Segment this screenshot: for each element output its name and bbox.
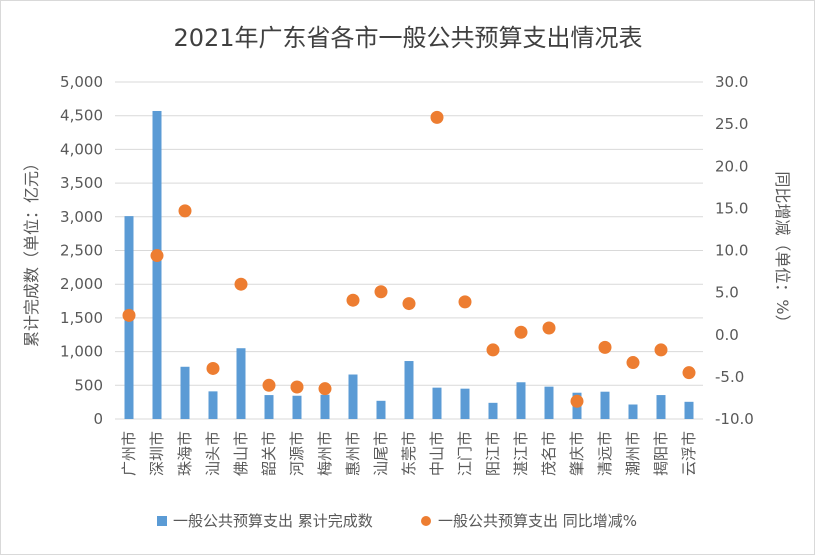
scatter-point — [346, 293, 360, 307]
category-label: 清远市 — [596, 431, 614, 476]
bar — [292, 395, 302, 419]
category-label: 中山市 — [428, 431, 446, 476]
bar — [432, 387, 442, 419]
legend-bar-label: 一般公共预算支出 累计完成数 — [173, 512, 373, 530]
bar — [152, 110, 162, 420]
left-axis-ticks: 0 500 1,000 1,500 2,000 2,500 3,000 3,500 4,000 4… — [60, 73, 103, 428]
bar — [264, 395, 274, 419]
legend-dot-swatch — [421, 516, 431, 526]
bar — [180, 366, 190, 419]
scatter-point — [122, 308, 136, 322]
scatter-point — [458, 295, 472, 309]
bar — [488, 402, 498, 419]
scatter-point — [430, 110, 444, 124]
bar — [348, 374, 358, 419]
chart-title: 2021年广东省各市一般公共预算支出情况表 — [173, 24, 642, 52]
legend-bar-swatch — [157, 516, 167, 526]
scatter-point — [234, 277, 248, 291]
legend: 一般公共预算支出 累计完成数 一般公共预算支出 同比增减% — [157, 512, 637, 530]
bar — [320, 394, 330, 419]
scatter-series — [122, 110, 696, 408]
scatter-point — [150, 249, 164, 263]
right-tick-label: 5.0 — [715, 284, 739, 302]
right-tick-label: 15.0 — [715, 199, 748, 217]
category-label: 佛山市 — [232, 431, 250, 476]
scatter-point — [206, 361, 220, 375]
bar — [460, 388, 470, 419]
scatter-point — [654, 343, 668, 357]
category-label: 肇庆市 — [568, 431, 586, 476]
right-tick-label: 10.0 — [715, 242, 748, 260]
scatter-point — [402, 297, 416, 311]
scatter-point — [570, 394, 584, 408]
bar — [404, 361, 414, 419]
scatter-point — [514, 325, 528, 339]
right-tick-label: 0.0 — [715, 326, 739, 344]
left-tick-label: 0 — [93, 410, 103, 428]
right-tick-label: -5.0 — [715, 368, 744, 386]
right-tick-label: 30.0 — [715, 73, 748, 91]
right-tick-label: -10.0 — [715, 410, 754, 428]
category-label: 云浮市 — [680, 431, 698, 476]
left-tick-label: 3,000 — [60, 208, 103, 226]
category-label: 深圳市 — [148, 431, 166, 476]
category-label: 梅州市 — [316, 431, 334, 476]
category-label: 潮州市 — [624, 431, 642, 476]
legend-dot-label: 一般公共预算支出 同比增减% — [438, 512, 637, 530]
scatter-point — [178, 204, 192, 218]
bar — [656, 395, 666, 419]
scatter-point — [486, 343, 500, 357]
bar — [516, 382, 526, 419]
right-axis-ticks: -10.0 -5.0 0.0 5.0 10.0 15.0 20.0 25.0 30.0 — [715, 73, 754, 428]
category-label: 河源市 — [288, 431, 306, 476]
left-tick-label: 5,000 — [60, 73, 103, 91]
category-labels: 广州市 深圳市 珠海市 汕头市 佛山市 韶关市 河源市 梅州市 惠州市 汕尾市 东莞市 中山市 江门市阳… — [120, 431, 698, 476]
category-label: 汕尾市 — [372, 431, 390, 476]
category-label: 珠海市 — [176, 431, 194, 476]
scatter-point — [682, 366, 696, 380]
right-axis-title: 同比增减（单位：%） — [773, 171, 792, 330]
scatter-point — [542, 321, 556, 335]
category-label: 惠州市 — [344, 431, 362, 476]
scatter-point — [626, 356, 640, 370]
left-tick-label: 2,000 — [60, 275, 103, 293]
bar — [684, 401, 694, 419]
scatter-point — [262, 378, 276, 392]
scatter-point — [598, 340, 612, 354]
left-axis-title: 累计完成数（单位：亿元） — [22, 155, 41, 347]
category-label: 湛江市 — [512, 431, 530, 476]
left-tick-label: 1,500 — [60, 309, 103, 327]
category-label: 茂名市 — [540, 431, 558, 476]
category-label: 揭阳市 — [652, 431, 670, 476]
right-tick-label: 20.0 — [715, 157, 748, 175]
bar — [376, 400, 386, 419]
category-label: 汕头市 — [204, 431, 222, 476]
bar — [236, 348, 246, 419]
left-tick-label: 1,000 — [60, 343, 103, 361]
scatter-point — [290, 380, 304, 394]
category-label: 东莞市 — [400, 431, 418, 476]
category-label: 江门市 — [456, 431, 474, 476]
bar — [628, 404, 638, 419]
left-tick-label: 4,500 — [60, 107, 103, 125]
category-label: 韶关市 — [260, 431, 278, 476]
gridlines — [115, 81, 703, 420]
scatter-point — [318, 382, 332, 396]
category-label: 广州市 — [120, 431, 138, 476]
category-label: 阳江市 — [484, 431, 502, 476]
scatter-point — [374, 285, 388, 299]
left-tick-label: 2,500 — [60, 242, 103, 260]
bar — [544, 386, 554, 419]
right-tick-label: 25.0 — [715, 115, 748, 133]
left-tick-label: 500 — [74, 376, 103, 394]
left-tick-label: 4,000 — [60, 140, 103, 158]
left-tick-label: 3,500 — [60, 174, 103, 192]
bar — [208, 391, 218, 419]
bar — [600, 391, 610, 419]
